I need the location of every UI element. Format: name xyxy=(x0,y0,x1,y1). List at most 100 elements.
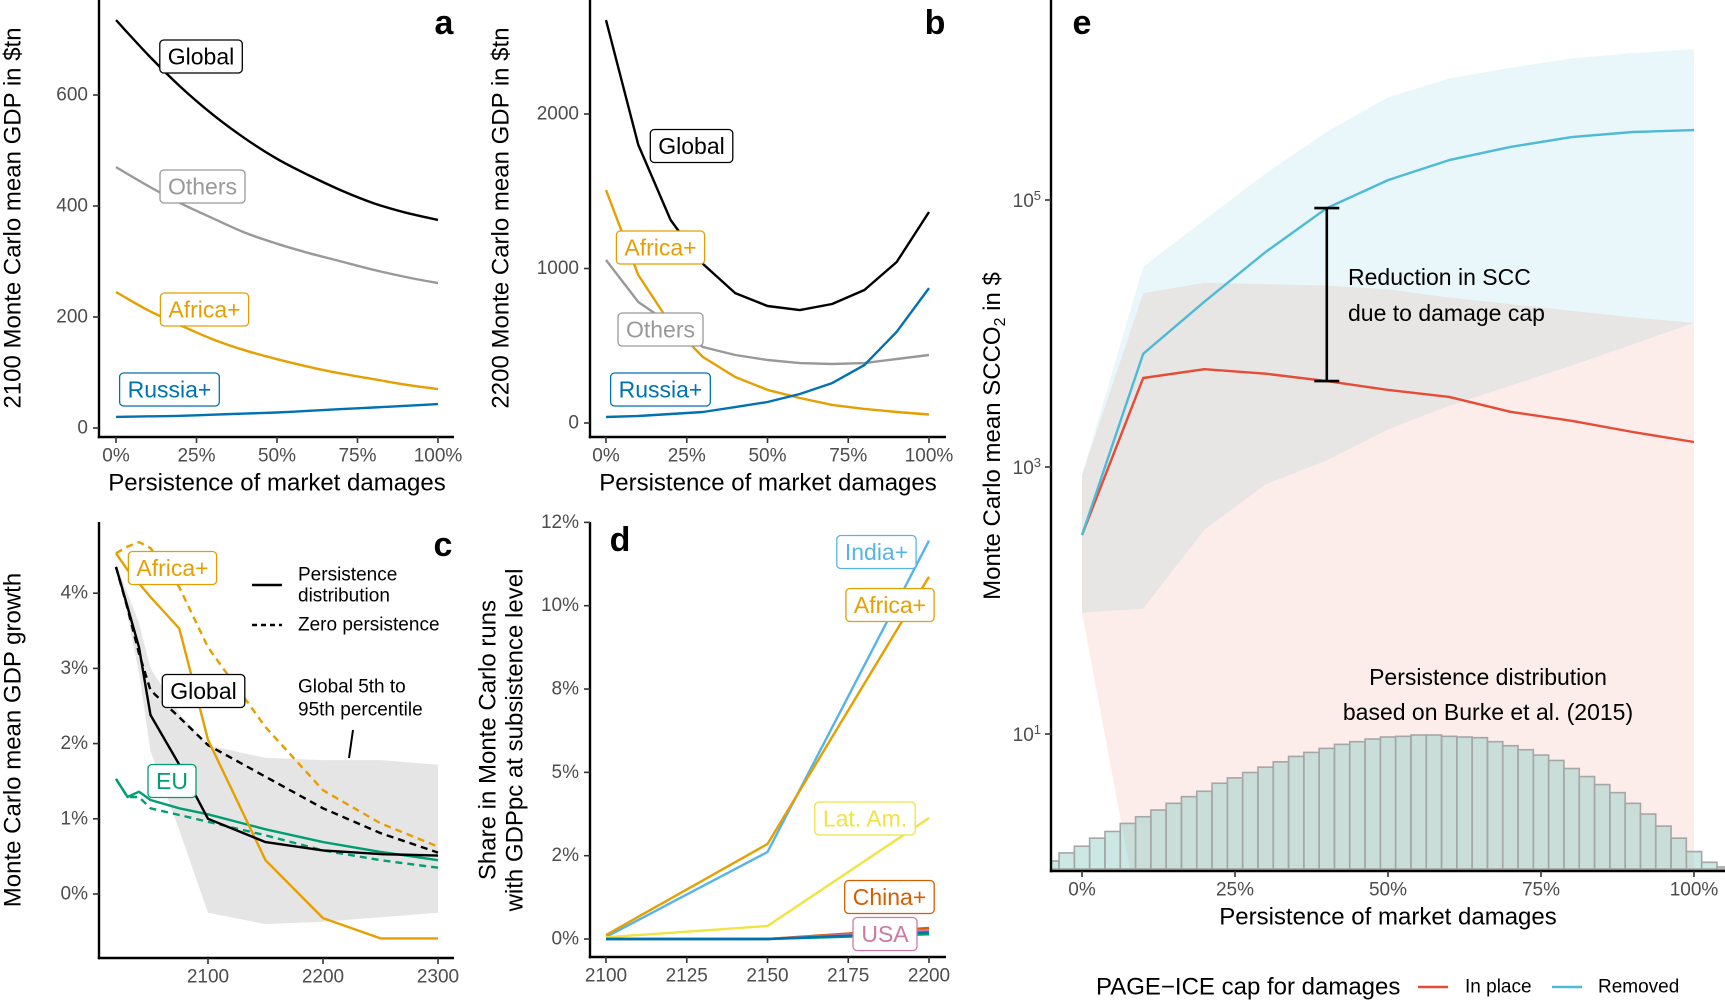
band-removed-5th-95th-percentile xyxy=(1082,49,1694,613)
x-axis-title: Persistence of market damages xyxy=(1219,904,1557,931)
series-line-russia xyxy=(605,287,930,419)
series-label-lat-am-box xyxy=(814,801,916,836)
series-line-eu-zero-persistence xyxy=(114,778,439,869)
legend-label-in-place: In place xyxy=(1465,977,1532,998)
y-tick-label: 1% xyxy=(61,808,89,829)
histogram-bar xyxy=(1241,771,1259,870)
series-label-china-text: China+ xyxy=(853,884,927,910)
histogram-annotation: Persistence distribution based on Burke e… xyxy=(1343,664,1633,725)
x-tick-label: 2200 xyxy=(302,967,344,988)
histogram-bar xyxy=(1058,852,1076,870)
series-label-others: Others xyxy=(159,169,246,204)
series-label-russia: Russia+ xyxy=(118,372,220,407)
legend-label: Zero persistence xyxy=(298,615,440,636)
series-label-africa-box xyxy=(127,550,218,586)
histogram-bar xyxy=(1670,837,1688,870)
histogram-bar xyxy=(1333,743,1351,870)
series-label-africa-box xyxy=(845,587,935,623)
y-tick-label: 103 xyxy=(1013,455,1041,480)
x-tick-label: 0% xyxy=(1068,880,1096,901)
histogram-bar xyxy=(1287,755,1305,870)
x-tick-label: 100% xyxy=(1670,880,1719,901)
legend-label: distribution xyxy=(298,586,390,607)
y-tick-label: 12% xyxy=(541,512,579,533)
histogram-bar xyxy=(1654,825,1672,870)
histogram-bar xyxy=(1624,802,1642,870)
x-tick-label: 75% xyxy=(829,446,867,467)
histogram-bar xyxy=(1425,734,1443,870)
histogram-bar xyxy=(1226,777,1244,870)
histogram-bar xyxy=(1195,790,1213,870)
y-tick-label: 3% xyxy=(61,658,89,679)
y-tick-label-exponent: 3 xyxy=(1034,455,1041,470)
series-label-usa-text: USA xyxy=(861,921,909,947)
series-label-eu-text: EU xyxy=(156,768,188,794)
y-tick-label: 200 xyxy=(56,307,88,328)
series-label-india: India+ xyxy=(836,534,917,570)
y-tick-label: 2000 xyxy=(537,104,579,125)
band-annotation-pointer xyxy=(348,729,354,759)
histogram-bar xyxy=(1700,861,1718,870)
histogram-bar xyxy=(1440,735,1458,870)
errorbar-annotation-text: Reduction in SCC xyxy=(1348,264,1531,290)
x-tick-label: 2150 xyxy=(746,966,788,987)
series-label-others-text: Others xyxy=(168,174,237,200)
series-line-russia xyxy=(115,402,439,419)
y-axis-title-line: with GDPpc at subsistence level xyxy=(502,569,529,913)
series-label-lat-am: Lat. Am. xyxy=(814,801,916,836)
histogram-bar xyxy=(1119,822,1137,870)
y-axis-title: Monte Carlo mean GDP growth xyxy=(0,573,27,907)
series-line-africa-zero-persistence xyxy=(115,540,439,848)
y-tick-label: 2% xyxy=(61,733,89,754)
series-label-global-box xyxy=(159,39,243,74)
x-tick-label: 25% xyxy=(177,446,215,467)
y-tick-label: 4% xyxy=(61,583,89,604)
series-label-africa: Africa+ xyxy=(845,587,935,623)
x-tick-label: 25% xyxy=(1216,880,1254,901)
scc-reduction-errorbar: Reduction in SCC due to damage cap xyxy=(1314,206,1545,383)
series-label-lat-am-text: Lat. Am. xyxy=(823,806,907,832)
legend-title: PAGE−ICE cap for damages xyxy=(1096,974,1400,1000)
histogram-bar xyxy=(1150,809,1167,870)
histogram-bar xyxy=(1088,837,1106,870)
panel-letter: e xyxy=(1073,4,1092,42)
y-tick-label-base: 10 xyxy=(1013,458,1034,479)
histogram-bar xyxy=(1501,744,1519,870)
series-label-global-text: Global xyxy=(170,678,236,704)
histogram-bar xyxy=(1272,760,1290,870)
y-axis-title-part: Monte Carlo mean SCCO xyxy=(979,326,1006,599)
x-tick-label: 2200 xyxy=(908,966,950,987)
series-label-russia-box xyxy=(118,372,220,407)
series-label-global-text: Global xyxy=(168,44,234,70)
panel-letter: c xyxy=(434,526,453,564)
histogram-bar xyxy=(1134,815,1152,870)
x-tick-label: 50% xyxy=(258,446,296,467)
y-tick-label: 0% xyxy=(552,929,580,950)
x-tick-label: 100% xyxy=(414,446,463,467)
y-tick-label: 2% xyxy=(552,845,580,866)
series-label-global-box xyxy=(161,673,246,709)
series-label-india-box xyxy=(836,534,917,570)
series-label-global: Global xyxy=(159,39,243,74)
histogram-bar xyxy=(1563,767,1581,870)
histogram-bar xyxy=(1486,740,1504,870)
x-tick-label: 2100 xyxy=(585,966,627,987)
histogram-bar xyxy=(1471,736,1489,870)
histogram-bar xyxy=(1517,748,1535,870)
x-tick-label: 0% xyxy=(102,446,130,467)
histogram-bar xyxy=(1685,850,1703,870)
y-tick-label: 8% xyxy=(552,679,580,700)
x-tick-label: 75% xyxy=(338,446,376,467)
plot-area xyxy=(1051,49,1725,871)
series-label-africa: Africa+ xyxy=(127,550,218,586)
y-axis-title: 2100 Monte Carlo mean GDP in $tn xyxy=(0,27,27,408)
y-axis-title: 2200 Monte Carlo mean GDP in $tn xyxy=(488,27,515,408)
histogram-bar xyxy=(1716,866,1725,870)
panel-a-gdp-2100: Global Others Africa+ Russia+ 0 200 400 600 0% 25… xyxy=(0,0,462,497)
histogram-bar xyxy=(1578,775,1596,870)
histogram-bar xyxy=(1180,795,1198,870)
